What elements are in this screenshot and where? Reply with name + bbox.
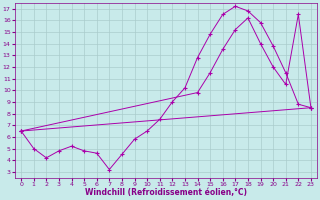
- X-axis label: Windchill (Refroidissement éolien,°C): Windchill (Refroidissement éolien,°C): [85, 188, 247, 197]
